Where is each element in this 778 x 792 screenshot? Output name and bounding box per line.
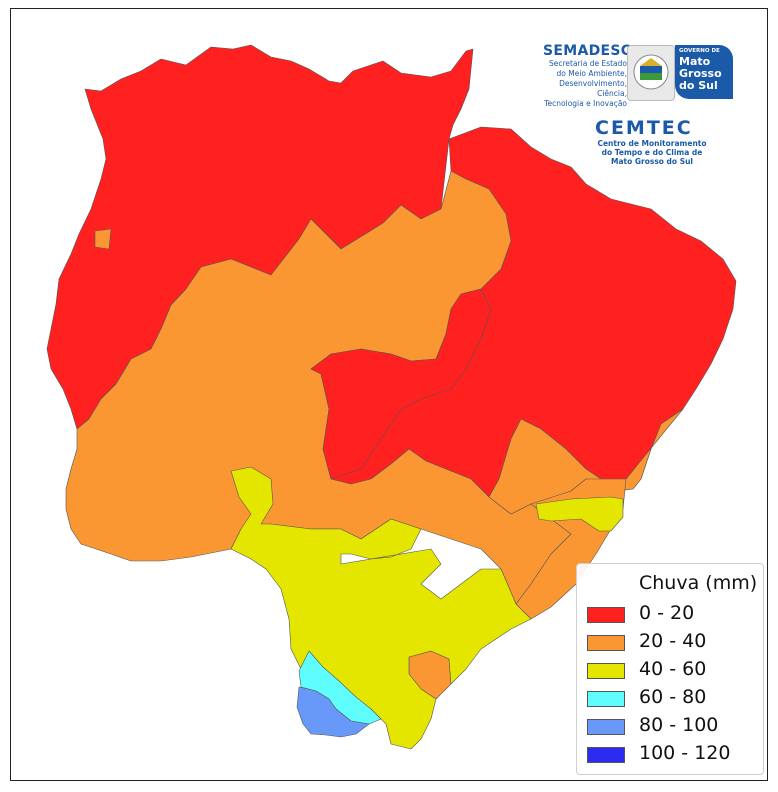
semadesc-logo-title: SEMADESC bbox=[543, 43, 632, 59]
state-crest-icon bbox=[627, 45, 675, 101]
legend-label: 20 - 40 bbox=[639, 630, 707, 652]
semadesc-line: Desenvolvimento, Ciência, bbox=[559, 79, 627, 98]
semadesc-line: Tecnologia e Inovação bbox=[544, 99, 627, 108]
legend-item: 80 - 100 bbox=[587, 714, 757, 738]
government-name-line: do Sul bbox=[679, 79, 718, 92]
cemtec-logo-title: CEMTEC bbox=[595, 117, 693, 139]
map-frame: SEMADESC Secretaria de Estado do Meio Am… bbox=[10, 8, 768, 781]
cemtec-logo-subtitle: Centro de Monitoramento do Tempo e do Cl… bbox=[587, 139, 717, 166]
legend-title: Chuva (mm) bbox=[639, 572, 758, 594]
legend-label: 60 - 80 bbox=[639, 686, 707, 708]
legend-swatch bbox=[587, 691, 625, 707]
cemtec-line: Mato Grosso do Sul bbox=[610, 157, 694, 166]
government-logo-top: GOVERNO DE bbox=[679, 48, 720, 54]
legend-label: 0 - 20 bbox=[639, 602, 695, 624]
legend-item: 0 - 20 bbox=[587, 602, 757, 626]
semadesc-line: do Meio Ambiente, bbox=[556, 69, 627, 78]
region-40-60-east bbox=[535, 496, 624, 532]
legend-item: 60 - 80 bbox=[587, 686, 757, 710]
region-20-40-west-patch bbox=[94, 228, 112, 250]
government-logo: GOVERNO DE Mato Grosso do Sul bbox=[675, 45, 733, 99]
legend-swatch bbox=[587, 719, 625, 735]
government-name-line: Grosso bbox=[679, 67, 722, 80]
government-logo-name: Mato Grosso do Sul bbox=[679, 56, 722, 92]
logo-block: SEMADESC Secretaria de Estado do Meio Am… bbox=[531, 43, 761, 173]
legend-label: 80 - 100 bbox=[639, 714, 719, 736]
semadesc-logo-subtitle: Secretaria de Estado do Meio Ambiente, D… bbox=[531, 59, 627, 109]
government-name-line: Mato bbox=[679, 55, 711, 68]
cemtec-line: Centro de Monitoramento bbox=[597, 139, 707, 148]
legend-label: 40 - 60 bbox=[639, 658, 707, 680]
legend-label: 100 - 120 bbox=[639, 742, 731, 764]
region-40-60 bbox=[230, 466, 532, 750]
region-80-100 bbox=[296, 686, 370, 738]
precipitation-map bbox=[46, 44, 737, 750]
region-0-20-central bbox=[310, 288, 492, 480]
legend-item: 20 - 40 bbox=[587, 630, 757, 654]
map-legend: Chuva (mm) 0 - 20 20 - 40 40 - 60 60 - 8… bbox=[576, 563, 764, 775]
legend-swatch bbox=[587, 747, 625, 763]
legend-swatch bbox=[587, 635, 625, 651]
semadesc-line: Secretaria de Estado bbox=[548, 59, 627, 68]
legend-swatch bbox=[587, 607, 625, 623]
legend-swatch bbox=[587, 663, 625, 679]
legend-item: 40 - 60 bbox=[587, 658, 757, 682]
legend-item: 100 - 120 bbox=[587, 742, 757, 766]
cemtec-line: do Tempo e do Clima de bbox=[601, 148, 703, 157]
